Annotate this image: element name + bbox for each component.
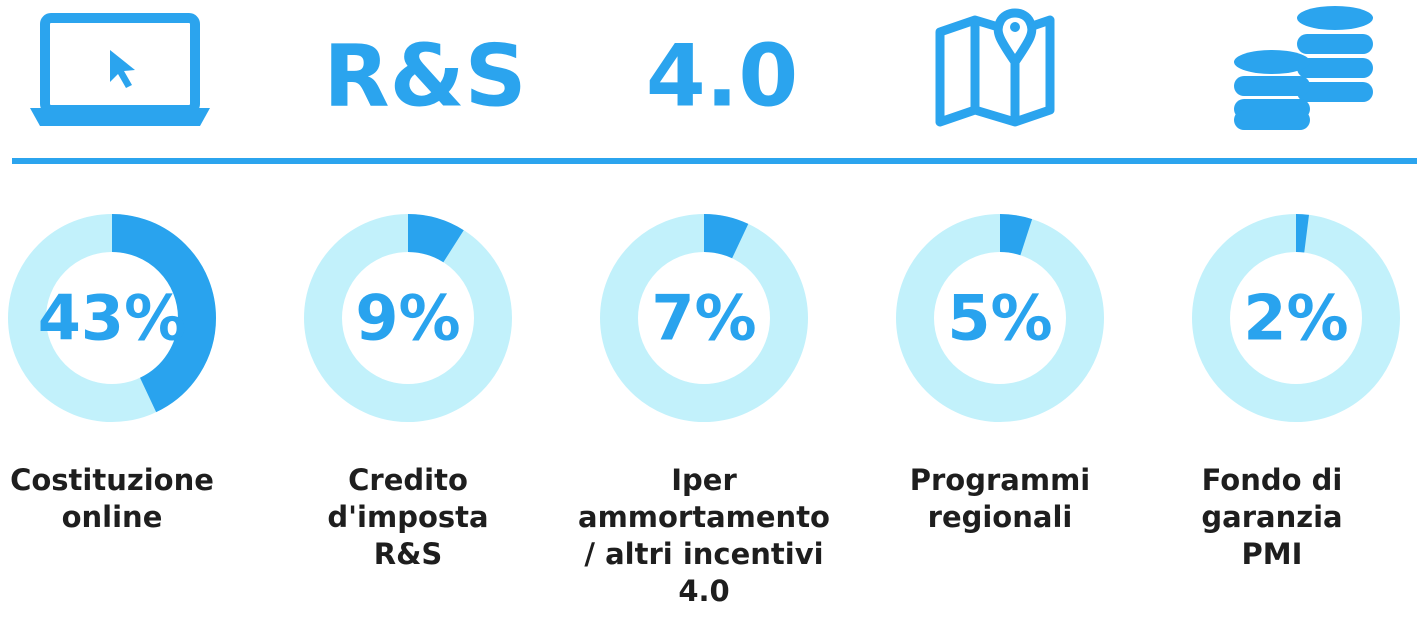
donut-segment — [896, 214, 1104, 422]
value-label: 5% — [947, 282, 1052, 355]
value-label: 2% — [1243, 282, 1348, 355]
category-label: Costituzione online — [10, 463, 214, 534]
header-text: R&S — [323, 26, 526, 126]
donut-segment — [8, 214, 216, 422]
donut-segment — [1192, 214, 1400, 422]
map-icon — [935, 8, 1055, 127]
value-label: 43% — [38, 282, 186, 355]
category-label: Credito d'imposta R&S — [327, 463, 489, 571]
category-label: Programmi regionali — [909, 463, 1091, 534]
donut-segment — [600, 214, 808, 422]
donut-segment — [304, 214, 512, 422]
coins-icon — [1234, 6, 1373, 130]
value-label: 7% — [651, 282, 756, 355]
category-label: Fondo di garanzia PMI — [1201, 463, 1343, 571]
header-text: 4.0 — [646, 26, 798, 126]
category-label: Iper ammortamento / altri incentivi 4.0 — [578, 463, 830, 608]
value-label: 9% — [355, 282, 460, 355]
laptop-icon — [30, 13, 210, 126]
divider — [12, 158, 1417, 164]
